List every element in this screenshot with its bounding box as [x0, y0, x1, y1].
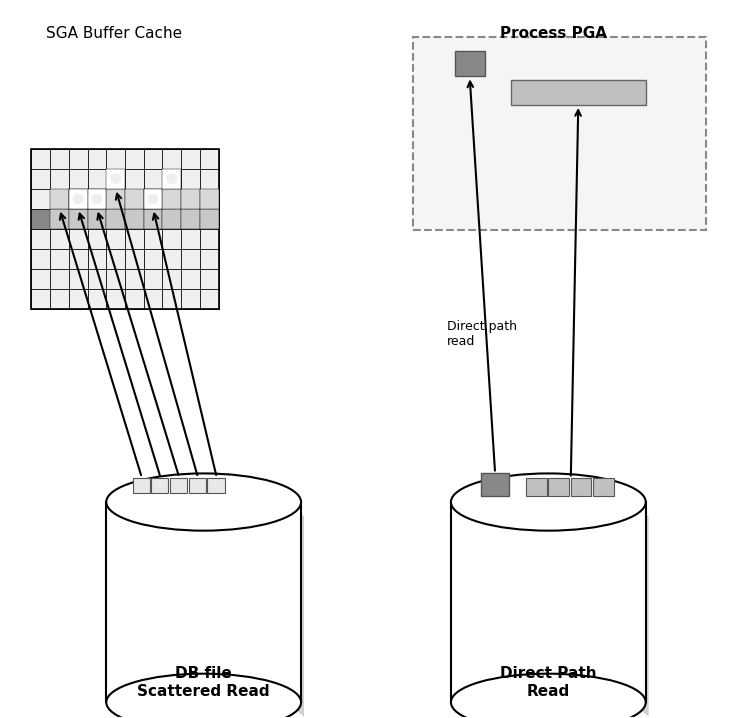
Bar — [50, 189, 69, 209]
Bar — [32, 149, 219, 309]
Bar — [593, 478, 614, 496]
Bar — [125, 189, 144, 209]
Bar — [151, 477, 168, 493]
Bar — [69, 189, 87, 209]
Bar — [181, 209, 200, 229]
Bar — [511, 80, 646, 105]
Bar — [200, 189, 219, 209]
Bar — [144, 209, 162, 229]
Bar — [106, 169, 125, 189]
Bar — [87, 189, 106, 209]
Bar — [106, 209, 125, 229]
Bar — [132, 477, 150, 493]
Text: Process PGA: Process PGA — [499, 27, 607, 42]
Bar — [69, 189, 87, 209]
Polygon shape — [287, 502, 304, 717]
Circle shape — [166, 174, 177, 184]
Text: Direct Path
Read: Direct Path Read — [500, 666, 596, 699]
Circle shape — [110, 174, 121, 184]
Bar — [189, 477, 206, 493]
Bar — [32, 209, 50, 229]
Ellipse shape — [106, 673, 301, 718]
Ellipse shape — [451, 473, 646, 531]
Ellipse shape — [451, 673, 646, 718]
Bar — [526, 478, 547, 496]
Bar — [200, 209, 219, 229]
Bar — [87, 209, 106, 229]
Bar — [125, 209, 144, 229]
Bar — [455, 52, 484, 77]
Polygon shape — [106, 502, 301, 702]
Bar — [106, 189, 125, 209]
Circle shape — [147, 193, 159, 204]
Text: Direct path
read: Direct path read — [447, 320, 517, 348]
Bar — [69, 209, 87, 229]
Bar — [170, 477, 187, 493]
Text: DB file
Scattered Read: DB file Scattered Read — [138, 666, 270, 699]
Bar — [571, 478, 592, 496]
Bar — [144, 189, 162, 209]
Bar — [87, 189, 106, 209]
Text: SGA Buffer Cache: SGA Buffer Cache — [47, 27, 183, 42]
Bar — [208, 477, 225, 493]
Ellipse shape — [106, 473, 301, 531]
Polygon shape — [631, 502, 649, 717]
Bar — [144, 189, 162, 209]
Circle shape — [72, 193, 83, 204]
Bar — [50, 209, 69, 229]
Bar — [548, 478, 569, 496]
Bar — [162, 189, 181, 209]
Bar — [481, 473, 509, 496]
Circle shape — [91, 193, 102, 204]
Bar — [162, 169, 181, 189]
FancyBboxPatch shape — [414, 37, 705, 230]
Bar — [162, 209, 181, 229]
Bar — [181, 189, 200, 209]
Polygon shape — [451, 502, 646, 702]
